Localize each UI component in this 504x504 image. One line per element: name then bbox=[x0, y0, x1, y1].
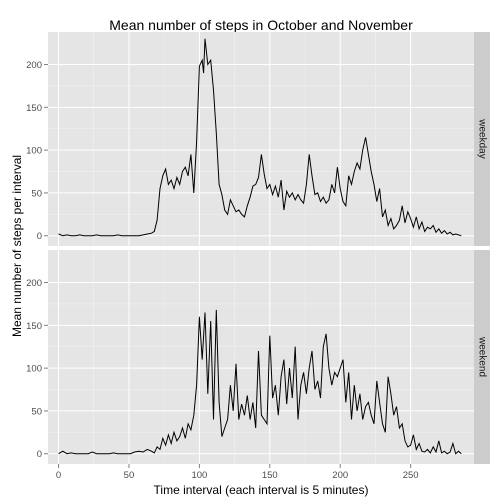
y-tick-label: 200 bbox=[26, 278, 42, 289]
y-tick-label: 150 bbox=[26, 321, 42, 332]
facet-strip-label: weekend bbox=[477, 336, 488, 377]
x-tick-label: 50 bbox=[124, 470, 135, 481]
facet-strip-label: weekday bbox=[477, 118, 488, 158]
series-line-weekend bbox=[58, 309, 462, 455]
facet-panel-weekday: 0 50 100 150 200 weekday bbox=[26, 32, 490, 246]
y-tick-label: 0 bbox=[37, 231, 42, 242]
x-tick-label: 0 bbox=[56, 470, 61, 481]
x-tick-label: 250 bbox=[403, 470, 419, 481]
y-tick-label: 150 bbox=[26, 103, 42, 114]
x-tick-label: 200 bbox=[332, 470, 348, 481]
y-tick-label: 50 bbox=[31, 188, 42, 199]
facet-strip bbox=[474, 32, 490, 246]
y-tick-label: 200 bbox=[26, 60, 42, 71]
y-tick-label: 100 bbox=[26, 364, 42, 375]
facet-strip bbox=[474, 250, 490, 464]
y-tick-label: 100 bbox=[26, 146, 42, 157]
facet-panel-weekend: 0 50 100 150 200 weekend bbox=[26, 250, 490, 464]
y-tick-label: 50 bbox=[31, 406, 42, 417]
facets-layer: 0 50 100 150 200 weekday 0 50 100 150 200 weekend 0 5… bbox=[26, 32, 490, 481]
chart-title: Mean number of steps in October and Nove… bbox=[109, 17, 413, 33]
y-tick-label: 0 bbox=[37, 449, 42, 460]
x-axis-title: Time interval (each interval is 5 minute… bbox=[154, 483, 369, 497]
y-axis-title: Mean number of steps per interval bbox=[10, 155, 24, 337]
x-tick-label: 150 bbox=[262, 470, 278, 481]
x-tick-label: 100 bbox=[191, 470, 207, 481]
series-line-weekday bbox=[58, 38, 462, 237]
